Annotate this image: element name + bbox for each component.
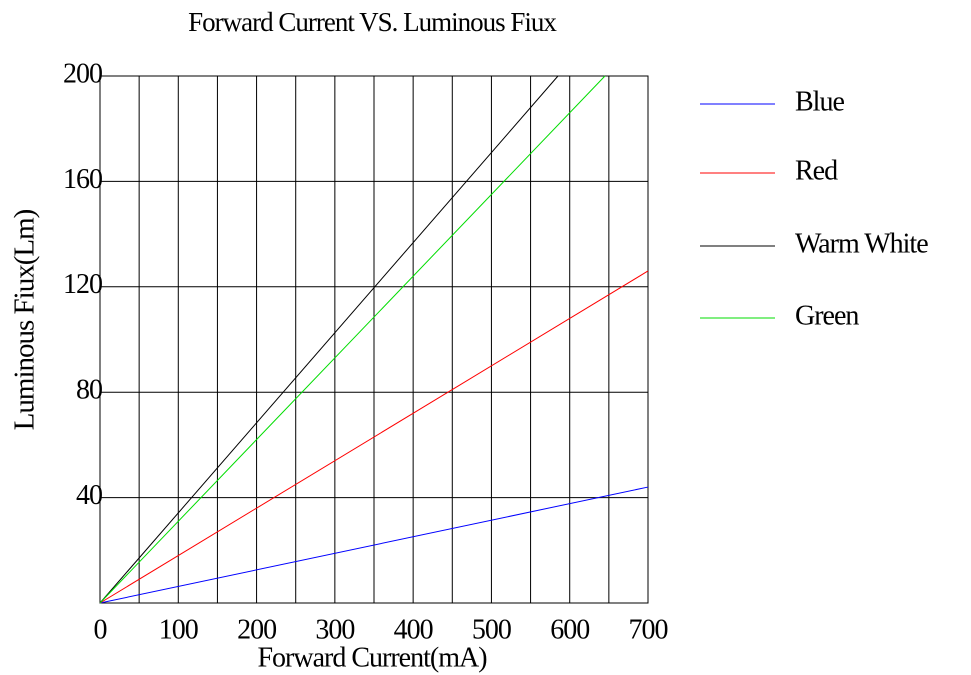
x-tick-label: 100	[159, 614, 198, 645]
x-tick-label: 300	[315, 614, 354, 645]
series-line	[99, 75, 606, 604]
legend-label: Blue	[795, 86, 844, 117]
series-line	[99, 270, 649, 604]
series-line	[99, 486, 649, 604]
x-tick-label: 700	[629, 614, 668, 645]
x-tick-label: 0	[94, 614, 107, 645]
y-tick-label: 80	[76, 375, 102, 406]
y-axis-label: Luminous Fiux(Lm)	[9, 209, 41, 430]
x-tick-label: 200	[237, 614, 276, 645]
series-line	[99, 75, 559, 604]
x-tick-label: 400	[394, 614, 433, 645]
x-axis-label: Forward Current(mA)	[257, 642, 487, 673]
legend-label: Red	[795, 155, 838, 186]
x-tick-label: 500	[472, 614, 511, 645]
x-tick-label: 600	[550, 614, 589, 645]
legend-label: Green	[795, 300, 859, 331]
y-tick-label: 120	[63, 269, 102, 300]
legend-label: Warm White	[795, 228, 928, 259]
y-tick-label: 160	[63, 164, 102, 195]
y-tick-label: 40	[76, 480, 102, 511]
y-tick-label: 200	[63, 58, 102, 89]
chart-title: Forward Current VS. Luminous Fiux	[188, 7, 557, 37]
